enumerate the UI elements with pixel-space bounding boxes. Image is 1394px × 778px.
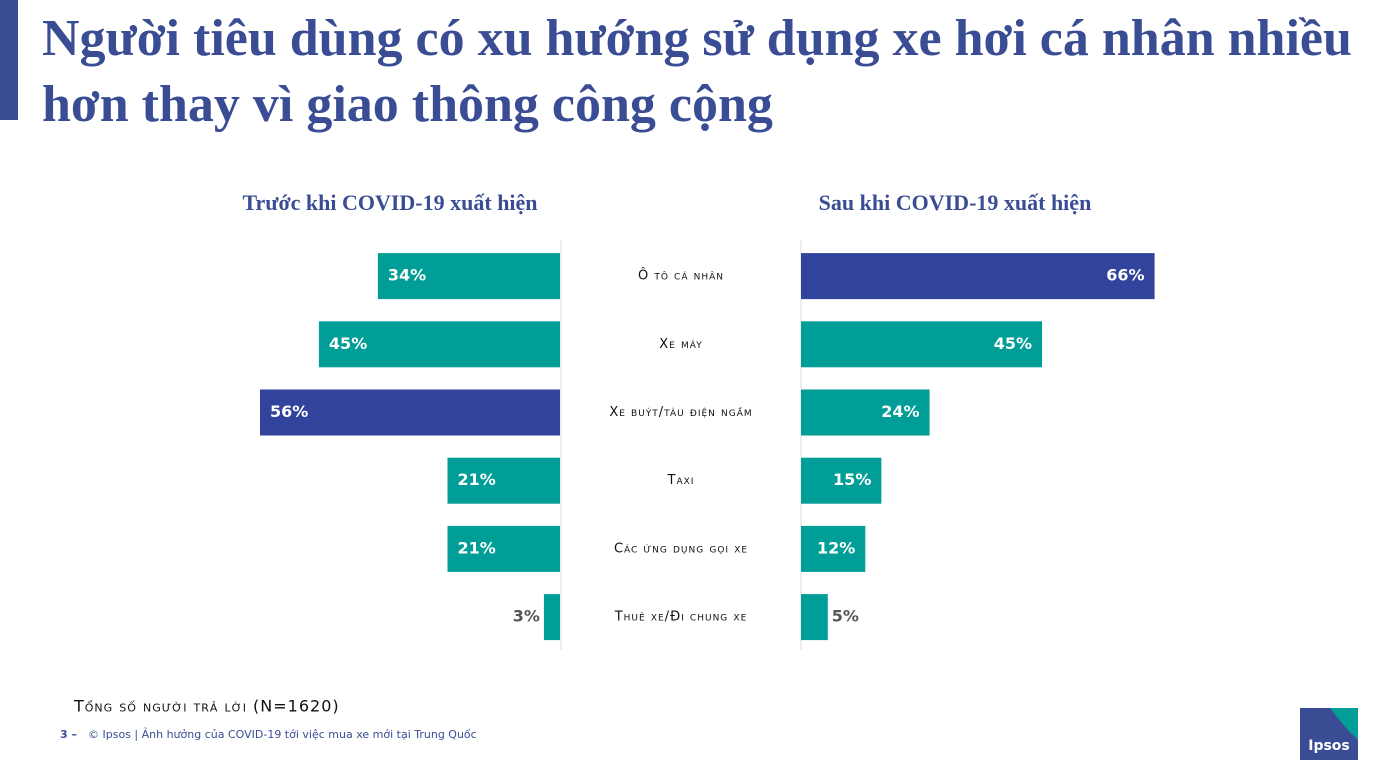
value-label: 24% bbox=[881, 402, 919, 421]
note: Tổng số người trả lời (N=1620) bbox=[73, 697, 340, 716]
bar bbox=[447, 525, 560, 572]
category-label: Xe máy bbox=[659, 337, 702, 352]
value-label: 21% bbox=[458, 538, 496, 557]
value-label: 15% bbox=[833, 470, 871, 489]
bar bbox=[801, 253, 1155, 300]
logo-accent bbox=[1330, 708, 1358, 740]
bar bbox=[801, 389, 930, 436]
value-label: 45% bbox=[994, 334, 1032, 353]
category-label: Thuê xe/Đi chung xe bbox=[614, 610, 748, 625]
bar bbox=[801, 457, 882, 504]
bar bbox=[447, 457, 560, 504]
bar bbox=[318, 321, 560, 368]
bar bbox=[260, 389, 560, 436]
value-label: 45% bbox=[329, 334, 367, 353]
value-label: 34% bbox=[388, 266, 426, 285]
series-title: Sau khi COVID-19 xuất hiện bbox=[819, 190, 1092, 215]
category-label: Xe buýt/tàu điện ngầm bbox=[609, 405, 752, 420]
page-number: 3 – bbox=[60, 728, 77, 741]
footer-text: © Ipsos | Ảnh hưởng của COVID-19 tới việ… bbox=[88, 727, 477, 741]
series-title: Trước khi COVID-19 xuất hiện bbox=[242, 190, 537, 215]
category-label: Taxi bbox=[667, 473, 695, 488]
bar bbox=[543, 594, 560, 641]
value-label: 12% bbox=[817, 538, 855, 557]
value-label: 56% bbox=[270, 402, 308, 421]
value-label: 21% bbox=[458, 470, 496, 489]
slide-title: Người tiêu dùng có xu hướng sử dụng xe h… bbox=[42, 10, 1352, 133]
bar bbox=[801, 321, 1043, 368]
category-label: Ô tô cá nhân bbox=[638, 268, 724, 284]
bar bbox=[377, 253, 560, 300]
accent-bar bbox=[0, 0, 18, 120]
value-label: 5% bbox=[832, 607, 859, 626]
value-label: 3% bbox=[513, 607, 540, 626]
category-label: Các ứng dụng gọi xe bbox=[614, 541, 748, 556]
value-label: 66% bbox=[1106, 266, 1144, 285]
logo: Ipsos bbox=[1308, 738, 1350, 754]
bar bbox=[801, 594, 828, 641]
bar bbox=[801, 525, 866, 572]
